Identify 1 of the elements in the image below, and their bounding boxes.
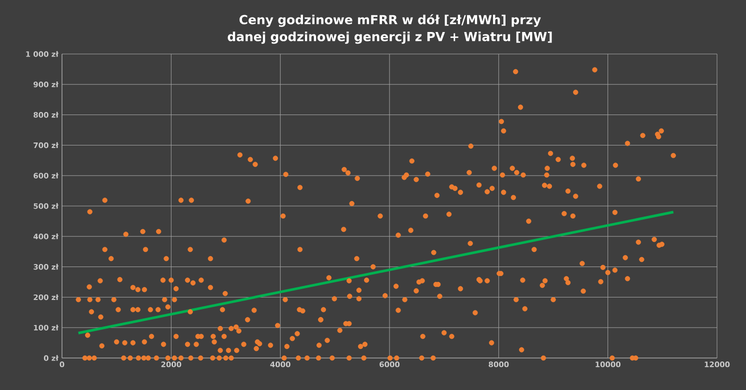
chart-title: Ceny godzinowe mFRR w dół [zł/MWh] przy danej godzinowej genercji z PV + Wiatru [MW]: [228, 14, 552, 44]
